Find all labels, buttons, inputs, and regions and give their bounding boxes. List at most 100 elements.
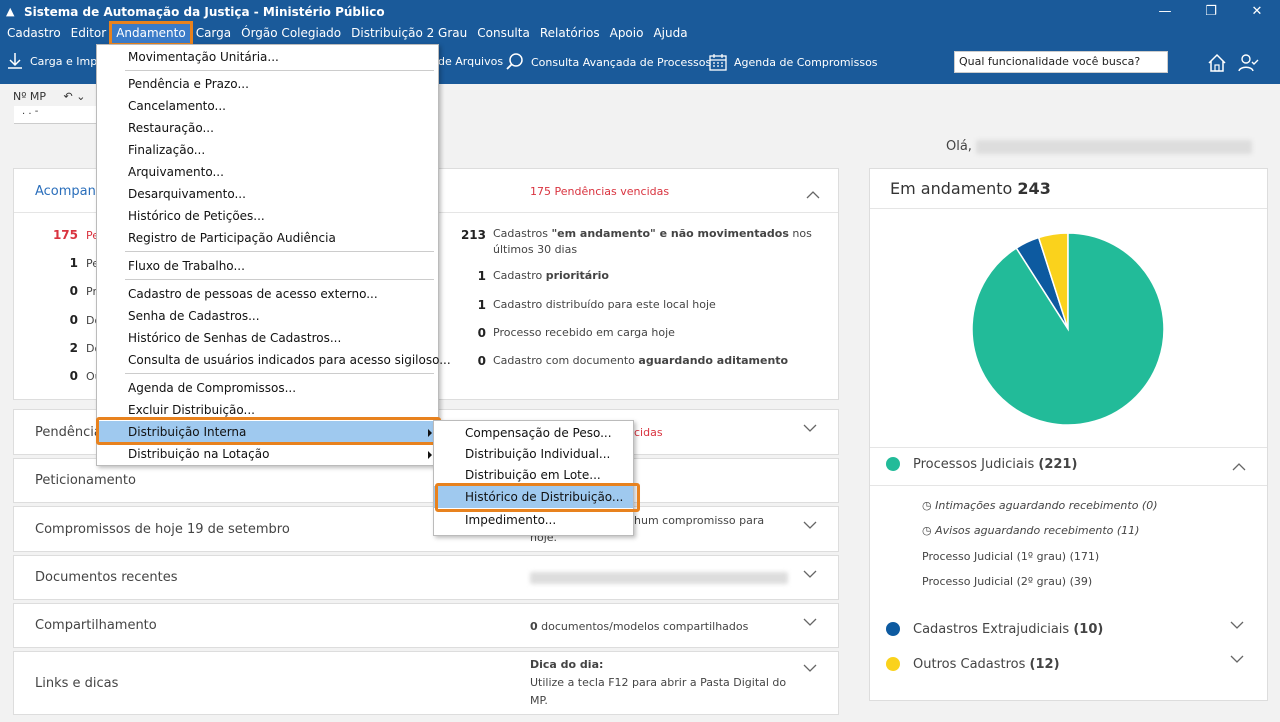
count-item: 0 [477,354,486,368]
menu-item-historico-senhas[interactable]: Histórico de Senhas de Cadastros... [128,331,342,345]
menu-item-senha-cadastros[interactable]: Senha de Cadastros... [128,309,260,323]
mp-label: Nº MP ↶ ⌄ [13,90,85,103]
divider [870,485,1267,486]
arquivos-button[interactable]: de Arquivos [438,55,503,68]
status-line: Cadastro prioritário [493,269,609,282]
processo-2-grau-item[interactable]: Processo Judicial (2º grau) (39) [922,575,1093,588]
dica-title: Dica do dia: [530,658,604,671]
menu-item-registro-participacao[interactable]: Registro de Participação Audiência [128,231,336,245]
menu-consulta[interactable]: Consulta [477,26,530,40]
count-label: Pe [86,257,100,270]
andamento-menu: Movimentação Unitária... Pendência e Pra… [96,44,451,466]
acompanhamento-title: Acompan [35,184,96,199]
judiciais-count: (221) [1038,457,1078,472]
agenda-label: Agenda de Compromissos [734,55,878,69]
count-item: 1 [477,269,486,283]
clock-icon: ◷ [922,524,932,537]
pie-slice-judiciais[interactable] [971,232,1165,426]
menu-item-finalizacao[interactable]: Finalização... [128,143,206,157]
count-item: 0 [69,313,78,327]
functionality-search-input[interactable]: Qual funcionalidade você busca? [954,51,1168,73]
highlight-distribuicao-interna [96,417,441,445]
document-name-blurred[interactable] [530,572,788,584]
pendencias-right-text: cidas [634,426,663,439]
menu-item-consulta-usuarios[interactable]: Consulta de usuários indicados para aces… [128,353,451,367]
menu-distribuicao-2-grau[interactable]: Distribuição 2 Grau [351,26,468,40]
menu-item-movimentacao-unitaria[interactable]: Movimentação Unitária... [128,50,279,64]
menu-apoio[interactable]: Apoio [609,26,644,40]
carga-button[interactable]: Carga e Impo [6,52,104,70]
menu-orgao-colegiado[interactable]: Órgão Colegiado [241,26,342,40]
user-name-blurred [976,139,1253,154]
menu-item-cadastro-pessoas[interactable]: Cadastro de pessoas de acesso externo... [128,287,378,301]
menu-item-excluir-distribuicao[interactable]: Excluir Distribuição... [128,403,255,417]
pendencias-title: Pendência [35,425,102,440]
processo-1-grau-item[interactable]: Processo Judicial (1º grau) (171) [922,550,1100,563]
minimize-button[interactable]: — [1158,4,1172,19]
greeting: Olá, [946,139,1253,154]
menu-item-agenda-compromissos[interactable]: Agenda de Compromissos... [128,381,297,395]
menu-item-fluxo-trabalho[interactable]: Fluxo de Trabalho... [128,259,245,273]
chevron-down-icon[interactable] [1230,655,1244,663]
chevron-down-icon[interactable] [803,424,817,432]
count-item: 2 [69,341,78,355]
carga-label: Carga e Impo [30,54,104,68]
menu-item-historico-peticoes[interactable]: Histórico de Petições... [128,209,265,223]
menu-separator [125,373,434,374]
chevron-up-icon[interactable] [806,191,820,199]
users-icon[interactable] [1237,52,1259,74]
undo-icon[interactable]: ↶ ⌄ [63,90,86,103]
submenu-item-compensacao-peso[interactable]: Compensação de Peso... [465,426,612,440]
menu-item-distribuicao-lotacao[interactable]: Distribuição na Lotação [97,443,438,465]
submenu-item-distribuicao-lote[interactable]: Distribuição em Lote... [465,468,601,482]
intimacoes-item[interactable]: ◷ Intimações aguardando recebimento (0) [922,499,1158,512]
menu-editor[interactable]: Editor [70,26,107,40]
menu-ajuda[interactable]: Ajuda [653,26,688,40]
links-panel[interactable]: Links e dicas Dica do dia: Utilize a tec… [13,651,839,715]
count-label: Pr [86,285,97,298]
menu-item-restauracao[interactable]: Restauração... [128,121,214,135]
chevron-down-icon[interactable] [803,664,817,672]
distribuicao-interna-label: Distribuição Interna [128,425,247,439]
submenu-item-impedimento[interactable]: Impedimento... [465,513,557,527]
menu-item-cancelamento[interactable]: Cancelamento... [128,99,226,113]
menu-relatorios[interactable]: Relatórios [539,26,600,40]
pie-chart [971,232,1165,426]
dica-text2: MP. [530,694,548,707]
chevron-down-icon[interactable] [1230,621,1244,629]
chevron-up-icon[interactable] [1232,463,1246,471]
documentos-panel[interactable]: Documentos recentes [13,555,839,600]
compromissos-text: hum compromisso para [634,514,765,527]
chevron-down-icon[interactable] [803,521,817,529]
home-icon[interactable] [1206,52,1228,74]
close-button[interactable]: ✕ [1251,4,1263,19]
legend-judiciais[interactable]: Processos Judiciais (221) [913,457,1077,472]
menu-item-arquivamento[interactable]: Arquivamento... [128,165,224,179]
judiciais-label: Processos Judiciais [913,457,1035,472]
compartilhamento-panel[interactable]: Compartilhamento 0 documentos/modelos co… [13,603,839,648]
intimacoes-text: Intimações aguardando recebimento (0) [935,499,1158,512]
legend-extrajudiciais[interactable]: Cadastros Extrajudiciais (10) [913,622,1103,637]
menu-item-pendencia-prazo[interactable]: Pendência e Prazo... [128,77,249,91]
mp-input[interactable]: . . - [14,106,98,124]
submenu-item-historico-distribuicao[interactable]: Histórico de Distribuição... [434,486,633,508]
menu-item-distribuicao-interna[interactable]: Distribuição Interna [97,421,438,443]
agenda-button[interactable]: Agenda de Compromissos [708,52,878,72]
chevron-down-icon[interactable] [803,570,817,578]
restore-button[interactable]: ❐ [1205,4,1217,19]
menu-item-desarquivamento[interactable]: Desarquivamento... [128,187,246,201]
title-bar: ▲ Sistema de Automação da Justiça - Mini… [0,0,1280,23]
menu-andamento[interactable]: Andamento [109,21,193,46]
avisos-item[interactable]: ◷ Avisos aguardando recebimento (11) [922,524,1139,537]
count-item: 1 [69,256,78,270]
consulta-avancada-button[interactable]: Consulta Avançada de Processos [505,52,711,72]
count-item: 213 [460,228,486,242]
outros-label: Outros Cadastros [913,657,1026,672]
menu-cadastro[interactable]: Cadastro [7,26,61,40]
menu-carga[interactable]: Carga [195,26,232,40]
legend-outros[interactable]: Outros Cadastros (12) [913,657,1060,672]
chevron-down-icon[interactable] [803,618,817,626]
submenu-item-distribuicao-individual[interactable]: Distribuição Individual... [465,447,611,461]
menu-separator [125,279,434,280]
compromissos-panel[interactable]: Compromissos de hoje 19 de setembro hum … [13,506,839,552]
